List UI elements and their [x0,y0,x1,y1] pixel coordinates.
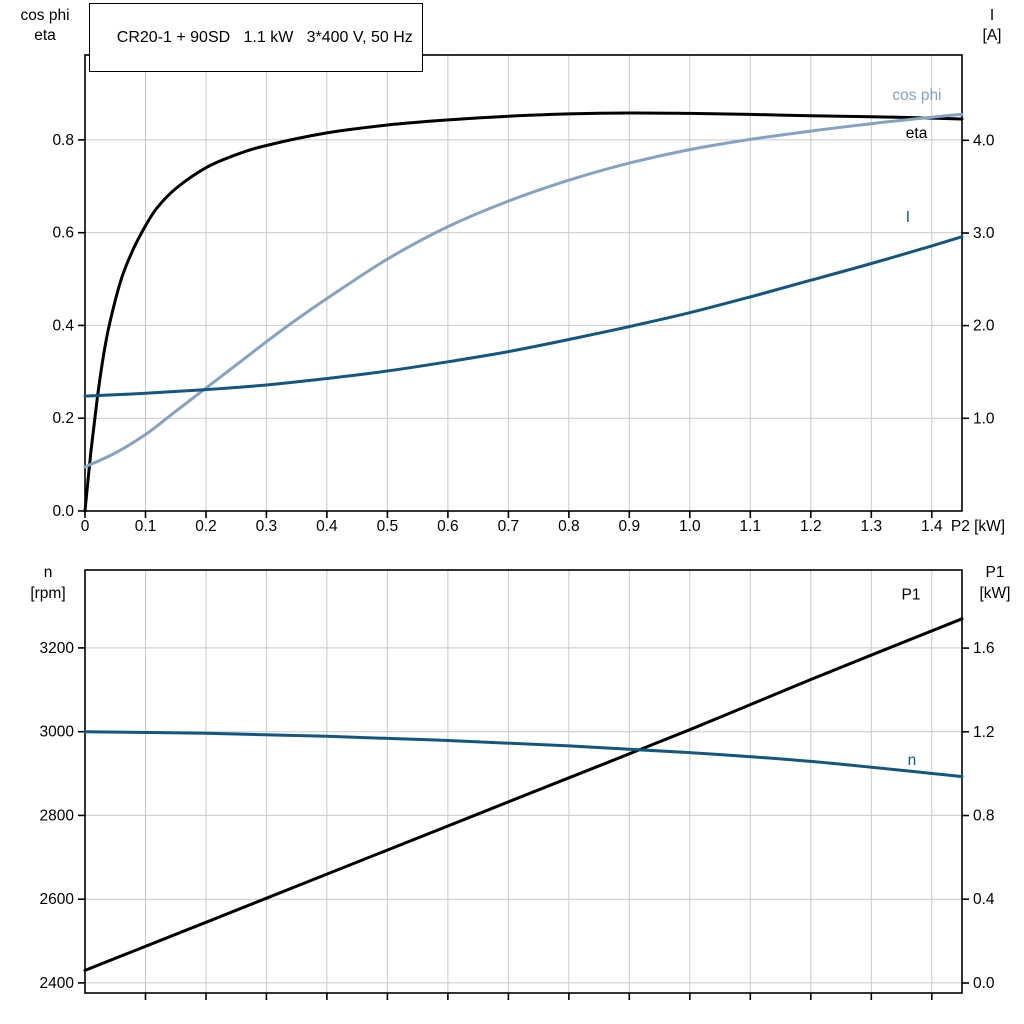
series-label-cos-phi: cos phi [892,87,941,104]
series-eta [83,111,964,513]
x-axis-tick-label: 0.4 [316,518,338,535]
right-axis-tick-label: 1.6 [973,640,995,657]
right-axis-title: [A] [983,27,1002,44]
left-axis-tick-label: 0.2 [52,410,74,427]
series-current [83,235,964,398]
x-axis-label: P2 [kW] [951,518,1005,535]
left-axis-title: [rpm] [30,585,65,602]
right-axis-title: [kW] [980,585,1011,602]
series-cos-phi [83,112,964,469]
x-axis-tick-label: 0.3 [256,518,278,535]
series-label-p1: P1 [902,587,921,604]
right-axis-tick-label: 0.4 [973,891,995,908]
left-axis-tick-label: 0.6 [52,225,74,242]
left-axis-title: n [44,564,53,581]
top-chart: 0.0 0.2 0.4 0.6 0.8 1.0 2.0 3.0 4.0 0 0.1 0.2 0.3 0.4… [20,7,1005,535]
x-axis-tick-label: 0.9 [619,518,641,535]
left-axis-tick-label: 0.0 [52,503,74,520]
x-axis-tick-label: 1.2 [800,518,822,535]
left-axis-tick-label: 2600 [40,891,75,908]
left-axis-tick-label: 2400 [40,975,75,992]
right-axis-tick-label: 0.8 [973,808,995,825]
series-p1 [83,617,964,972]
left-axis-tick-label: 2800 [40,807,75,824]
right-axis-tick-label: 0.0 [973,975,995,992]
right-axis-title: P1 [986,564,1005,581]
right-axis-tick-label: 4.0 [973,132,995,149]
x-axis-tick-label: 0 [81,518,90,535]
x-axis-tick-label: 0.2 [195,518,217,535]
right-axis-tick-label: 3.0 [973,225,995,242]
left-axis-title: cos phi [20,7,69,24]
x-axis-tick-label: 0.1 [135,518,157,535]
x-axis-tick-label: 0.7 [498,518,520,535]
x-axis-tick-label: 0.8 [558,518,580,535]
right-axis-tick-label: 1.0 [973,410,995,427]
right-axis-title: I [990,7,994,24]
plot-frame [84,54,963,512]
x-axis-tick-label: 0.5 [377,518,399,535]
plot-frame [84,569,963,994]
series-label-n: n [908,752,917,769]
right-axis-tick-label: 1.2 [973,724,995,741]
x-axis-tick-label: 0.6 [437,518,459,535]
left-axis-tick-label: 0.8 [52,132,74,149]
x-axis-tick-label: 1.3 [861,518,883,535]
left-axis-title: eta [34,27,56,44]
series-label-current: I [906,209,910,226]
x-axis-tick-label: 1.4 [921,518,943,535]
left-axis-tick-label: 3000 [40,724,75,741]
left-axis-tick-label: 3200 [40,640,75,657]
right-axis-tick-label: 2.0 [973,318,995,335]
series-n [83,730,964,778]
chart-title: CR20-1 + 90SD 1.1 kW 3*400 V, 50 Hz [116,29,413,46]
bottom-chart: 2400 2600 2800 3000 3200 0.0 0.4 0.8 1.2 1.6 n [rpm… [30,564,1011,1000]
x-axis-tick-label: 1.1 [740,518,762,535]
series-label-eta: eta [906,125,928,142]
x-axis-tick-label: 1.0 [679,518,701,535]
chart-title-box: CR20-1 + 90SD 1.1 kW 3*400 V, 50 Hz [89,3,423,72]
left-axis-tick-label: 0.4 [52,317,74,334]
